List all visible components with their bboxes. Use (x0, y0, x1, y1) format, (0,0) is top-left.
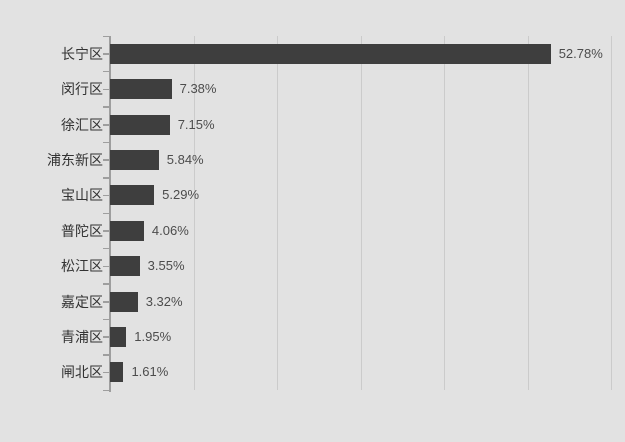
y-axis-line (109, 36, 111, 392)
gridline (528, 36, 529, 390)
axis-tick (103, 336, 110, 338)
value-label: 5.84% (166, 151, 204, 167)
axis-tick (103, 301, 110, 303)
bar (110, 114, 170, 135)
bar (110, 220, 144, 241)
gridline (194, 36, 195, 390)
axis-tick (103, 247, 110, 250)
value-label: 1.95% (134, 328, 172, 344)
bar (110, 362, 124, 383)
bar (110, 291, 138, 312)
gridline (444, 36, 445, 390)
value-label: 3.32% (145, 293, 183, 309)
axis-tick (103, 106, 110, 108)
axis-tick (103, 230, 110, 232)
category-label: 宝山区 (61, 187, 103, 204)
gridline (611, 36, 612, 390)
axis-tick (103, 265, 110, 268)
axis-tick (103, 159, 110, 161)
value-label: 1.61% (131, 364, 169, 380)
axis-tick (103, 70, 110, 73)
bar (110, 185, 155, 206)
value-label: 7.15% (177, 116, 215, 132)
axis-tick (103, 283, 110, 285)
category-label: 徐汇区 (61, 116, 103, 133)
axis-tick (103, 141, 110, 144)
category-label: 闸北区 (61, 364, 103, 381)
axis-tick (103, 212, 110, 214)
axis-tick (103, 53, 110, 55)
bar (110, 149, 159, 170)
axis-tick (103, 35, 110, 37)
bar (110, 326, 127, 347)
bar (110, 256, 140, 277)
category-label: 嘉定区 (61, 293, 103, 310)
category-label: 长宁区 (61, 45, 103, 62)
axis-tick (103, 389, 110, 391)
category-label: 闵行区 (61, 81, 103, 98)
value-label: 3.55% (147, 258, 185, 274)
plot-area: 52.78% 7.38% 7.15% 5.84% 5.29% 4.06% 3.55% 3.32… (103, 35, 612, 392)
axis-tick (103, 124, 110, 126)
axis-tick (103, 354, 110, 356)
gridline (361, 36, 362, 390)
category-label: 浦东新区 (47, 151, 103, 168)
axis-tick (103, 194, 110, 197)
axis-tick (103, 88, 110, 91)
value-label: 4.06% (151, 222, 189, 238)
axis-tick (103, 177, 110, 179)
value-label: 7.38% (179, 81, 217, 97)
category-label: 普陀区 (61, 222, 103, 239)
bar (110, 43, 551, 64)
axis-tick (103, 371, 110, 374)
bar (110, 79, 172, 100)
category-label: 青浦区 (61, 328, 103, 345)
axis-tick (103, 318, 110, 321)
category-label: 松江区 (61, 258, 103, 275)
value-label: 52.78% (558, 45, 603, 61)
value-label: 5.29% (162, 187, 200, 203)
gridline (277, 36, 278, 390)
